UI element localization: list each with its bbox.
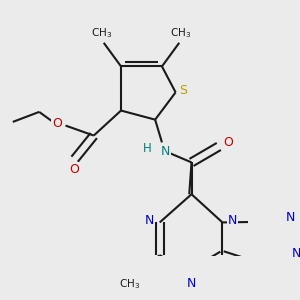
Text: N: N — [145, 214, 154, 227]
Text: CH$_3$: CH$_3$ — [91, 26, 112, 40]
Text: N: N — [291, 247, 300, 260]
Text: N: N — [286, 212, 295, 224]
Text: CH$_3$: CH$_3$ — [118, 278, 140, 291]
Text: N: N — [228, 214, 237, 227]
Text: O: O — [52, 117, 62, 130]
Text: N: N — [161, 145, 170, 158]
Text: H: H — [143, 142, 152, 155]
Text: O: O — [69, 163, 79, 176]
Text: O: O — [223, 136, 233, 149]
Text: S: S — [179, 84, 187, 97]
Text: N: N — [187, 277, 196, 290]
Text: CH$_3$: CH$_3$ — [170, 26, 192, 40]
